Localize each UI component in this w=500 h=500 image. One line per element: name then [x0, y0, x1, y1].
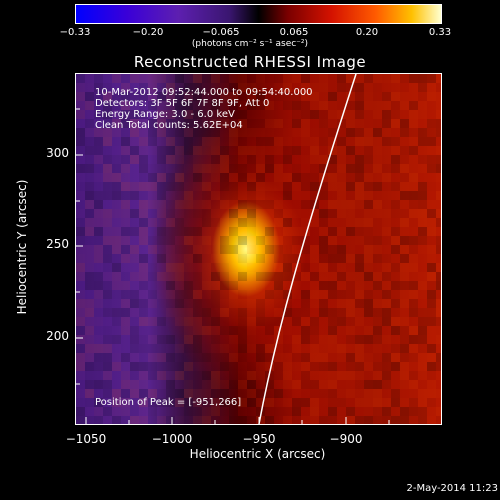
colorbar-tick: 0.20 — [355, 27, 379, 38]
image-pixel-overlay — [76, 74, 441, 424]
plot-title: Reconstructed RHESSI Image — [133, 53, 367, 71]
colorbar-tick: 0.065 — [279, 27, 309, 38]
colorbar — [75, 4, 442, 24]
x-axis-label: Heliocentric X (arcsec) — [189, 447, 326, 461]
colorbar-tick: −0.065 — [202, 27, 240, 38]
info-peak: Position of Peak = [-951,266] — [95, 397, 242, 408]
rhessi-image — [76, 74, 441, 424]
info-energy: Energy Range: 3.0 - 6.0 keV — [95, 109, 235, 120]
info-clean: Clean Total counts: 5.62E+04 — [95, 120, 243, 131]
y-tick-label: 300 — [46, 146, 69, 160]
colorbar-tick: 0.33 — [428, 27, 452, 38]
x-tick-label: −1000 — [151, 432, 193, 446]
y-tick-label: 250 — [46, 237, 69, 251]
y-tick-label: 200 — [46, 329, 69, 343]
x-tick-label: −950 — [242, 432, 276, 446]
colorbar-tick: −0.33 — [59, 27, 91, 38]
x-tick-label: −1050 — [65, 432, 107, 446]
x-tick-label: −900 — [329, 432, 363, 446]
image-plot-area — [75, 73, 442, 425]
info-time: 10-Mar-2012 09:52:44.000 to 09:54:40.000 — [95, 87, 313, 98]
solar-limb-line — [258, 74, 357, 424]
colorbar-tick: −0.20 — [132, 27, 164, 38]
date-stamp: 2-May-2014 11:23 — [406, 483, 498, 494]
info-detectors: Detectors: 3F 5F 6F 7F 8F 9F, Att 0 — [95, 98, 270, 109]
colorbar-unit-label: (photons cm⁻² s⁻¹ asec⁻²) — [191, 39, 309, 49]
